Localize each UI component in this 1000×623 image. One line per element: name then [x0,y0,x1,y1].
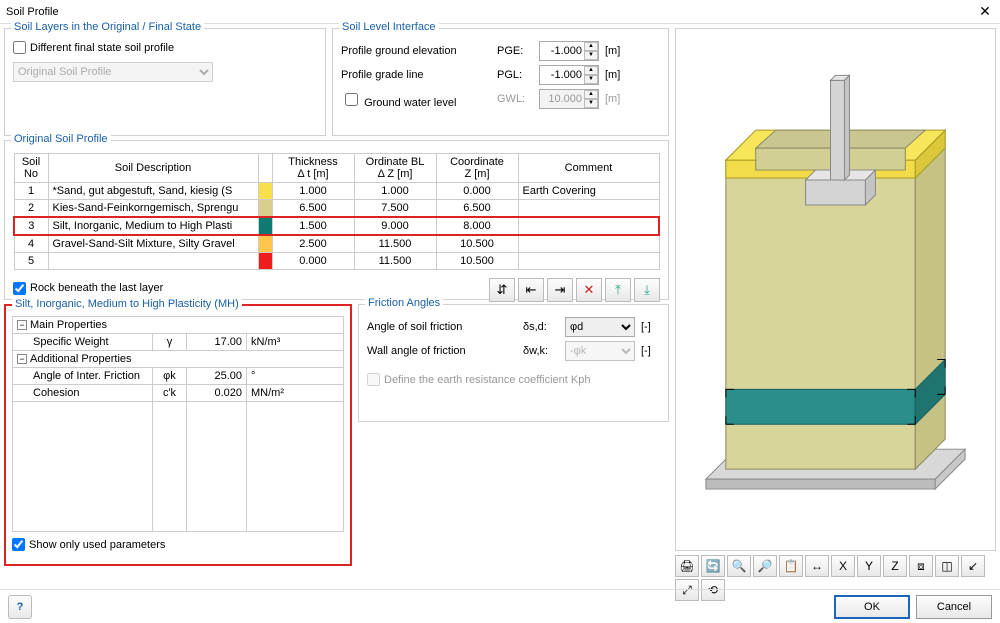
tool-insert-after[interactable]: ⇥ [547,278,573,302]
col-coord: CoordinateZ [m] [436,154,518,183]
collapse-main-icon[interactable]: − [17,320,27,330]
gwl-unit: [m] [605,93,625,105]
soil-friction-select[interactable]: φd [565,317,635,337]
tool-swap[interactable]: ⇵ [489,278,515,302]
view-tool-2[interactable]: 🔍 [727,555,751,577]
view-tool-7[interactable]: Y [857,555,881,577]
col-thick: ThicknessΔ t [m] [272,154,354,183]
help-button[interactable]: ? [8,595,32,619]
cohesion-sym: c'k [153,385,187,402]
additional-props-label: Additional Properties [30,353,132,365]
pgl-up[interactable]: ▲ [584,66,598,75]
profile-select[interactable]: Original Soil Profile [13,62,213,82]
pge-sym: PGE: [497,45,533,57]
kph-label: Define the earth resistance coefficient … [384,374,590,386]
soil-friction-label: Angle of soil friction [367,321,517,333]
pge-unit: [m] [605,45,625,57]
props-title: Silt, Inorganic, Medium to High Plastici… [12,298,242,310]
col-desc: Soil Description [48,154,258,183]
table-row[interactable]: 4Gravel-Sand-Silt Mixture, Silty Gravel2… [14,235,659,253]
specific-weight-label: Specific Weight [13,334,153,351]
angle-label: Angle of Inter. Friction [13,368,153,385]
col-comment: Comment [518,154,659,183]
gwl-checkbox[interactable] [345,93,358,106]
pge-down[interactable]: ▼ [584,51,598,60]
wall-friction-select: -φk [565,341,635,361]
view-tool-11[interactable]: ↙ [961,555,985,577]
viewer-3d[interactable] [675,28,996,551]
show-only-checkbox[interactable] [12,538,25,551]
gwl-down: ▼ [584,99,598,108]
tool-delete[interactable]: ✕ [576,278,602,302]
angle-sym: φk [153,368,187,385]
rock-label: Rock beneath the last layer [30,282,163,294]
tool-export[interactable]: ⤓ [634,278,660,302]
different-final-state-label: Different final state soil profile [30,42,174,54]
pgl-sym: PGL: [497,69,533,81]
col-no: SoilNo [14,154,48,183]
gwl-up: ▲ [584,90,598,99]
view-tool-1[interactable]: 🔄 [701,555,725,577]
angle-val[interactable]: 25.00 [187,368,247,385]
cohesion-unit: MN/m² [247,385,344,402]
rock-checkbox[interactable] [13,282,26,295]
soil-friction-unit: [-] [641,321,651,333]
table-row[interactable]: 3Silt, Inorganic, Medium to High Plasti1… [14,217,659,235]
kph-checkbox [367,373,380,386]
soil-friction-sym: δs,d: [523,321,559,333]
show-only-label: Show only used parameters [29,539,165,551]
view-tool-10[interactable]: ◫ [935,555,959,577]
specific-weight-sym: γ [153,334,187,351]
tool-import[interactable]: ⤒ [605,278,631,302]
gwl-sym: GWL: [497,93,533,105]
cohesion-val[interactable]: 0.020 [187,385,247,402]
pgl-label: Profile grade line [341,69,491,81]
layers-group-title: Soil Layers in the Original / Final Stat… [11,21,204,33]
col-ord: Ordinate BLΔ Z [m] [354,154,436,183]
specific-weight-unit: kN/m³ [247,334,344,351]
wall-friction-sym: δw,k: [523,345,559,357]
properties-table[interactable]: −Main Properties Specific Weight γ 17.00… [12,316,344,532]
specific-weight-val[interactable]: 17.00 [187,334,247,351]
cancel-button[interactable]: Cancel [916,595,992,619]
angle-unit: ° [247,368,344,385]
different-final-state-checkbox[interactable] [13,41,26,54]
wall-friction-label: Wall angle of friction [367,345,517,357]
table-row[interactable]: 1*Sand, gut abgestuft, Sand, kiesig (S1.… [14,183,659,200]
table-row[interactable]: 2Kies-Sand-Feinkorngemisch, Sprengu6.500… [14,200,659,218]
view-tool-0[interactable]: 🖨 [675,555,699,577]
profile-table-title: Original Soil Profile [11,133,111,145]
pge-up[interactable]: ▲ [584,42,598,51]
tool-insert-before[interactable]: ⇤ [518,278,544,302]
ok-button[interactable]: OK [834,595,910,619]
cohesion-label: Cohesion [13,385,153,402]
main-props-label: Main Properties [30,319,107,331]
table-row[interactable]: 50.00011.50010.500 [14,253,659,270]
pgl-unit: [m] [605,69,625,81]
pgl-down[interactable]: ▼ [584,75,598,84]
view-tool-4[interactable]: 📋 [779,555,803,577]
soil-3d-illustration [676,29,995,550]
view-tool-6[interactable]: X [831,555,855,577]
pge-label: Profile ground elevation [341,45,491,57]
soil-profile-table[interactable]: SoilNo Soil Description ThicknessΔ t [m]… [13,153,660,270]
collapse-additional-icon[interactable]: − [17,354,27,364]
close-icon[interactable]: ✕ [976,3,994,21]
view-tool-5[interactable]: ↔ [805,555,829,577]
friction-title: Friction Angles [365,297,443,309]
view-tool-3[interactable]: 🔎 [753,555,777,577]
level-group-title: Soil Level Interface [339,21,439,33]
view-tool-9[interactable]: ⧈ [909,555,933,577]
col-color [258,154,272,183]
view-tool-8[interactable]: Z [883,555,907,577]
wall-friction-unit: [-] [641,345,651,357]
gwl-label: Ground water level [364,97,456,109]
window-title: Soil Profile [6,6,976,18]
